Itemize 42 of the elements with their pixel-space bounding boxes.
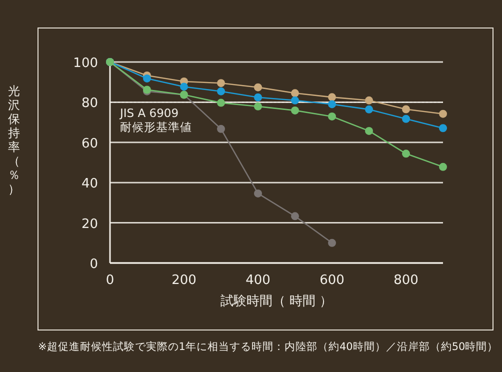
y-tick-label: 40 (81, 176, 98, 192)
point (180, 82, 188, 91)
point (365, 126, 373, 135)
x-tick-label: 600 (320, 273, 344, 288)
point (328, 93, 336, 102)
y-tick-label: 100 (73, 56, 98, 71)
point (291, 212, 299, 220)
x-tick-label: 800 (394, 273, 418, 288)
point (439, 124, 447, 132)
point (254, 102, 262, 110)
point (328, 100, 336, 108)
point (365, 96, 373, 104)
x-tick-label: 0 (106, 273, 114, 288)
y-axis-title: 光沢保持率（％） (8, 84, 20, 196)
point (402, 114, 410, 123)
x-tick-label: 400 (246, 273, 270, 288)
point (439, 110, 447, 118)
point (328, 238, 336, 247)
y-tick-label: 20 (81, 216, 98, 232)
y-tick-label: 80 (81, 96, 98, 112)
point (291, 106, 299, 114)
point (328, 112, 336, 120)
point (143, 74, 151, 82)
point (254, 83, 262, 92)
point (439, 162, 447, 171)
point (291, 89, 299, 98)
y-tick-label: 0 (90, 257, 98, 272)
y-tick-label: 60 (81, 136, 98, 152)
point (254, 93, 262, 102)
x-tick-label: 200 (172, 273, 196, 288)
ref-line-label: JIS A 6909 耐候形基準値 (119, 106, 192, 134)
text: ※超促進耐候性試験で実際の1年に相当する時間：内陸部（約40時間）／沿岸部（約50時間） (38, 340, 498, 353)
point (402, 150, 410, 158)
point (365, 105, 373, 114)
point (217, 79, 225, 88)
point (291, 96, 299, 104)
point (217, 124, 225, 133)
point (254, 189, 262, 198)
point (217, 87, 225, 96)
point (402, 105, 410, 114)
x-axis-title: 試験時間（ 時間 ） (220, 294, 333, 309)
point (217, 98, 225, 107)
